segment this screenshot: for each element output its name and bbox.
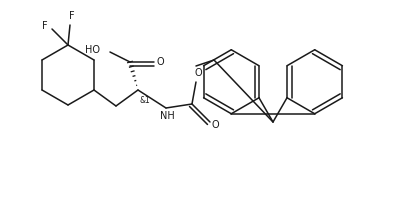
- Text: HO: HO: [85, 45, 100, 55]
- Text: F: F: [69, 11, 75, 21]
- Text: O: O: [156, 57, 164, 67]
- Text: O: O: [194, 68, 202, 78]
- Text: F: F: [42, 21, 48, 31]
- Text: &1: &1: [140, 95, 151, 105]
- Text: O: O: [211, 120, 219, 130]
- Text: NH: NH: [160, 111, 174, 121]
